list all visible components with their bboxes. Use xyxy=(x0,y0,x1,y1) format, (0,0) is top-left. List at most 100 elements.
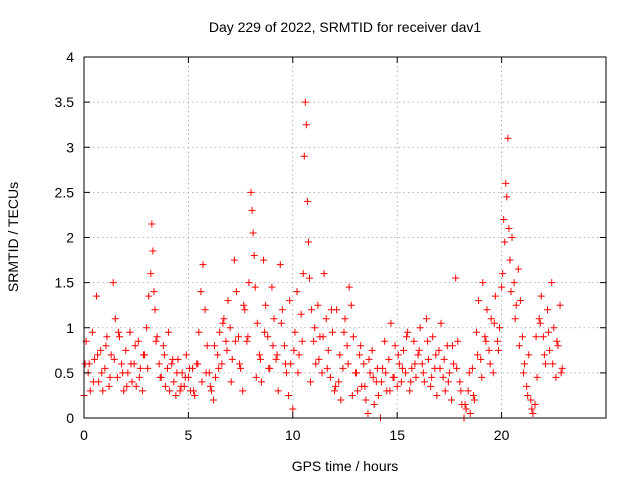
data-point xyxy=(285,391,293,399)
data-point xyxy=(402,369,410,377)
data-point xyxy=(190,387,198,395)
data-point xyxy=(436,364,444,372)
data-point xyxy=(228,355,236,363)
data-point xyxy=(549,360,557,368)
data-point xyxy=(395,360,403,368)
y-tick-label: 3.5 xyxy=(55,94,75,110)
data-point xyxy=(265,364,273,372)
data-point xyxy=(390,373,398,381)
data-point xyxy=(331,387,339,395)
data-point xyxy=(507,288,515,296)
data-point xyxy=(504,134,512,142)
data-point xyxy=(318,369,326,377)
data-point xyxy=(314,301,322,309)
data-point xyxy=(557,369,565,377)
data-point xyxy=(406,387,414,395)
data-point xyxy=(533,373,541,381)
data-point xyxy=(270,315,278,323)
data-point xyxy=(510,279,518,287)
data-point xyxy=(536,319,544,327)
data-point xyxy=(300,152,308,160)
data-point xyxy=(378,378,386,386)
data-point xyxy=(256,355,264,363)
data-point xyxy=(523,382,531,390)
y-tick-label: 1 xyxy=(66,320,74,336)
data-point xyxy=(425,355,433,363)
data-point xyxy=(506,256,514,264)
x-tick-label: 15 xyxy=(389,427,405,443)
data-point xyxy=(369,373,377,381)
data-point xyxy=(454,337,462,345)
data-point xyxy=(131,342,139,350)
data-point xyxy=(365,355,373,363)
data-point xyxy=(416,324,424,332)
data-point xyxy=(441,387,449,395)
data-point xyxy=(262,301,270,309)
y-axis-label: SRMTID / TECUs xyxy=(5,182,21,292)
data-point xyxy=(168,360,176,368)
data-point xyxy=(101,364,109,372)
data-point xyxy=(525,351,533,359)
data-point xyxy=(486,360,494,368)
data-point xyxy=(332,382,340,390)
data-point xyxy=(457,387,465,395)
data-point xyxy=(90,355,98,363)
data-point xyxy=(502,179,510,187)
data-point xyxy=(93,292,101,300)
data-point xyxy=(343,342,351,350)
data-point xyxy=(191,391,199,399)
data-point xyxy=(540,351,548,359)
data-point xyxy=(500,215,508,223)
data-point xyxy=(341,315,349,323)
data-point xyxy=(398,364,406,372)
data-point xyxy=(103,333,111,341)
data-point xyxy=(126,328,134,336)
data-point xyxy=(206,382,214,390)
data-point xyxy=(243,337,251,345)
data-point xyxy=(304,238,312,246)
data-point xyxy=(138,387,146,395)
data-point xyxy=(310,337,318,345)
data-point xyxy=(224,297,232,305)
data-point xyxy=(98,369,106,377)
data-point xyxy=(299,270,307,278)
data-point xyxy=(503,193,511,201)
data-point xyxy=(207,387,215,395)
data-point xyxy=(149,247,157,255)
data-point xyxy=(537,292,545,300)
data-point xyxy=(143,324,151,332)
data-point xyxy=(293,288,301,296)
data-point xyxy=(529,409,537,417)
data-point xyxy=(407,378,415,386)
data-point xyxy=(105,382,113,390)
data-point xyxy=(366,369,374,377)
data-point xyxy=(393,382,401,390)
data-point xyxy=(290,346,298,354)
data-point xyxy=(289,405,297,413)
data-point xyxy=(527,396,535,404)
data-point xyxy=(152,337,160,345)
x-tick-label: 20 xyxy=(494,427,510,443)
data-point xyxy=(461,400,469,408)
data-point xyxy=(408,364,416,372)
data-point xyxy=(165,328,173,336)
data-point xyxy=(237,364,245,372)
data-point xyxy=(440,355,448,363)
data-point xyxy=(306,274,314,282)
data-point xyxy=(235,333,243,341)
data-point xyxy=(465,369,473,377)
data-point xyxy=(511,315,519,323)
data-point xyxy=(135,373,143,381)
data-point xyxy=(268,283,276,291)
data-point xyxy=(132,382,140,390)
data-point xyxy=(535,315,543,323)
data-point xyxy=(381,337,389,345)
data-point xyxy=(404,328,412,336)
data-point xyxy=(326,373,334,381)
data-point xyxy=(286,297,294,305)
data-point xyxy=(499,270,507,278)
data-point xyxy=(161,382,169,390)
data-point xyxy=(252,373,260,381)
data-point xyxy=(524,391,532,399)
data-point xyxy=(151,306,159,314)
